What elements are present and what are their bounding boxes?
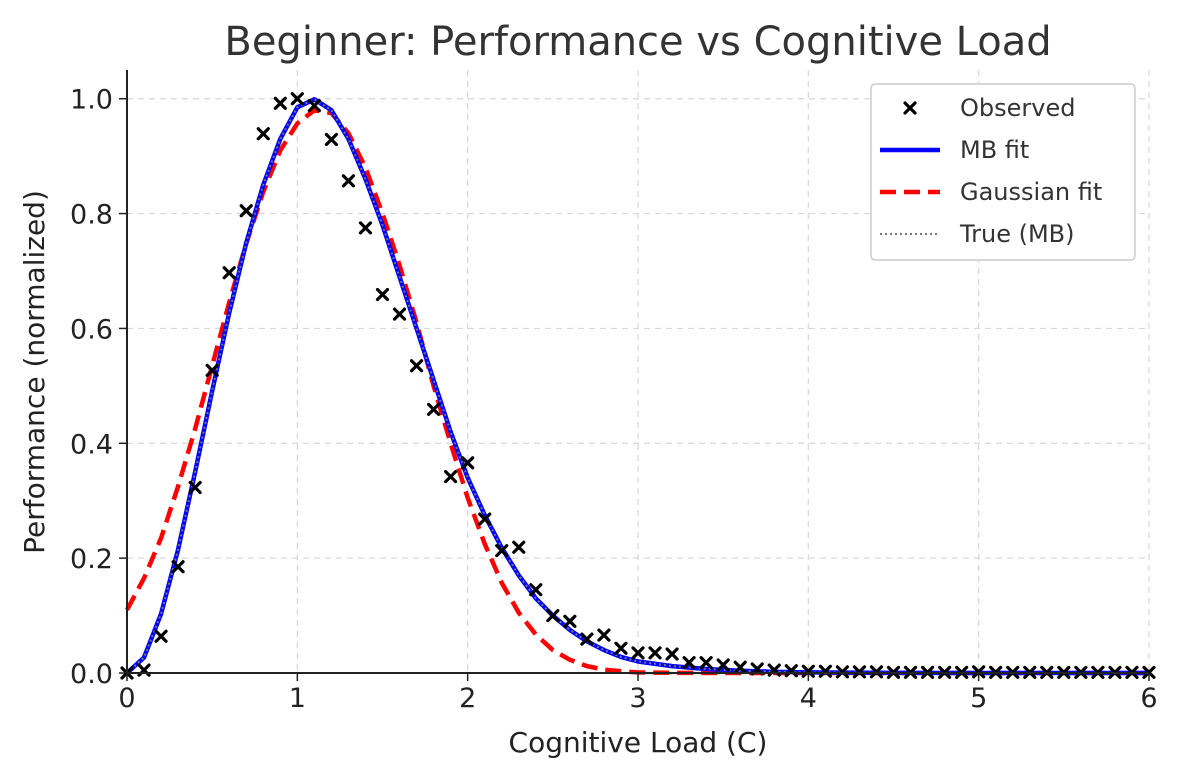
- legend-marker-observed: [903, 101, 917, 115]
- tick-labels: 0 1 2 3 4 5 6 0.0 0.2 0.4 0.6 0.8 1.0: [70, 85, 1158, 714]
- data-point-observed: [818, 664, 832, 678]
- data-point-observed: [171, 560, 185, 574]
- data-point-observed: [392, 307, 407, 321]
- data-point-observed: [801, 664, 815, 678]
- y-axis-label: Performance (normalized): [18, 190, 51, 554]
- data-point-observed: [239, 204, 253, 218]
- data-point-observed: [648, 646, 662, 660]
- legend: Observed MB fit Gaussian fit True (MB): [870, 83, 1136, 261]
- series-line-mb-fit: [125, 97, 1149, 676]
- y-tick-label: 0.8: [70, 200, 113, 231]
- legend-label-mb-fit: MB fit: [960, 136, 1029, 164]
- data-point-observed: [835, 665, 850, 679]
- legend-label-true-mb: True (MB): [959, 220, 1075, 248]
- data-point-observed: [409, 359, 424, 373]
- data-point-observed: [154, 629, 168, 643]
- legend-frame: [870, 83, 1136, 261]
- data-point-observed: [614, 641, 628, 655]
- data-point-observed: [631, 646, 645, 660]
- x-tick-label: 6: [1140, 683, 1157, 714]
- data-point-observed: [716, 658, 730, 672]
- y-tick-label: 1.0: [70, 85, 113, 116]
- x-axis-label: Cognitive Load (C): [509, 726, 768, 759]
- chart-title: Beginner: Performance vs Cognitive Load: [224, 19, 1051, 65]
- data-point-observed: [682, 656, 696, 670]
- data-point-observed: [461, 456, 475, 470]
- data-point-observed: [784, 664, 798, 678]
- data-point-observed: [205, 363, 219, 377]
- data-point-observed: [222, 266, 236, 280]
- data-point-observed: [375, 287, 390, 302]
- x-tick-label: 5: [970, 683, 987, 714]
- axes: [119, 70, 1150, 681]
- data-point-observed: [869, 665, 884, 679]
- data-point-observed: [495, 544, 509, 558]
- data-point-observed: [597, 628, 611, 642]
- data-point-observed: [256, 127, 270, 141]
- legend-symbols: [880, 101, 940, 235]
- y-tick-label: 0.4: [70, 429, 113, 460]
- data-point-observed: [699, 656, 713, 670]
- data-point-observed: [852, 665, 867, 679]
- plot-area: [120, 92, 1156, 680]
- data-point-observed: [358, 221, 373, 235]
- x-tick-label: 4: [800, 683, 817, 714]
- data-point-observed: [188, 480, 202, 495]
- data-point-observed: [563, 614, 577, 628]
- data-point-observed: [444, 469, 458, 484]
- data-point-observed: [529, 583, 543, 597]
- x-tick-label: 0: [118, 683, 135, 714]
- data-point-observed: [324, 132, 338, 147]
- x-tick-label: 2: [459, 683, 476, 714]
- data-point-observed: [307, 99, 321, 113]
- data-point-observed: [972, 665, 986, 679]
- data-point-observed: [478, 512, 492, 526]
- data-point-observed: [733, 660, 747, 674]
- legend-label-gaussian-fit: Gaussian fit: [960, 178, 1102, 206]
- data-point-observed: [546, 608, 560, 623]
- data-point-observed: [341, 174, 356, 188]
- y-tick-label: 0.0: [70, 659, 113, 690]
- data-point-observed: [427, 402, 441, 417]
- data-point-observed: [665, 647, 679, 661]
- x-tick-label: 1: [289, 683, 306, 714]
- y-tick-label: 0.2: [70, 544, 113, 575]
- data-point-observed: [273, 96, 287, 110]
- y-tick-label: 0.6: [70, 314, 113, 345]
- legend-label-observed: Observed: [960, 94, 1075, 122]
- data-point-observed: [580, 632, 594, 646]
- data-point-observed: [290, 92, 304, 106]
- data-point-observed: [512, 540, 526, 554]
- x-tick-label: 3: [629, 683, 646, 714]
